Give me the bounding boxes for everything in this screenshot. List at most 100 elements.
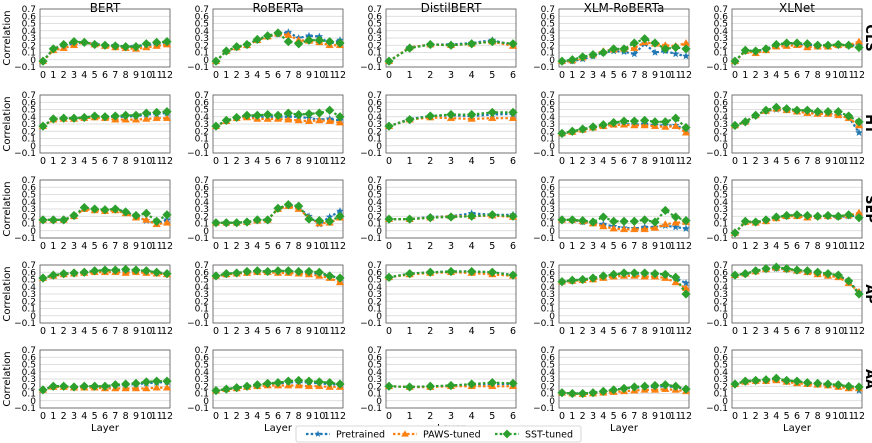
data-point-sst-tuned [588, 217, 598, 227]
data-point-sst-tuned [466, 379, 477, 389]
data-point-sst-tuned [823, 269, 833, 279]
x-tick-label: 3 [590, 411, 596, 422]
panel-frame [39, 349, 171, 409]
data-point-sst-tuned [38, 215, 48, 225]
y-tick-label: 0.5 [714, 106, 728, 116]
y-tick-label: 0.4 [541, 368, 556, 378]
x-tick-label: 11 [670, 156, 682, 167]
x-tick-label: 12 [853, 326, 865, 337]
data-point-sst-tuned [639, 268, 650, 278]
data-point-paws-tuned [630, 225, 639, 233]
panel-bert-ht: −0.100.10.20.30.40.50.60.70 1 2 3 4 5 6 7 8 9 1011… [2, 91, 173, 167]
x-tick-label: 3 [448, 326, 454, 337]
x-tick-label: 2 [753, 70, 759, 81]
x-tick-label: 0 [40, 156, 46, 167]
x-tick-label: 10 [832, 70, 844, 81]
y-tick-label: 0.6 [714, 98, 729, 108]
data-point-sst-tuned [242, 381, 252, 391]
data-point-sst-tuned [162, 210, 172, 220]
data-point-sst-tuned [425, 213, 436, 223]
data-point-sst-tuned [557, 388, 567, 398]
x-tick-label: 12 [853, 70, 865, 81]
y-tick-label: 0.2 [541, 297, 555, 307]
data-point-sst-tuned [681, 289, 691, 299]
y-tick-label: 0.7 [195, 176, 209, 186]
x-tick-label: 8 [815, 326, 821, 337]
data-point-sst-tuned [639, 215, 650, 225]
x-tick-label: 11 [843, 241, 855, 252]
y-tick-label: 0 [549, 397, 555, 407]
data-point-sst-tuned [730, 379, 740, 389]
data-point-paws-tuned [142, 384, 151, 392]
data-point-sst-tuned [608, 44, 619, 54]
data-point-sst-tuned [508, 270, 518, 280]
data-point-sst-tuned [854, 213, 864, 223]
x-tick-label: 5 [265, 241, 271, 252]
y-tick-label: 0 [203, 227, 209, 237]
x-tick-label: 3 [71, 326, 77, 337]
x-tick-label: 3 [590, 156, 596, 167]
x-tick-label: 7 [631, 70, 637, 81]
data-point-sst-tuned [577, 215, 588, 226]
x-tick-label: 4 [773, 70, 779, 81]
x-tick-label: 2 [753, 326, 759, 337]
x-tick-label: 2 [234, 156, 240, 167]
x-tick-label: 6 [102, 411, 108, 422]
x-tick-label: 2 [753, 156, 759, 167]
x-tick-label: 5 [784, 326, 790, 337]
x-tick-label: 10 [140, 156, 152, 167]
data-point-sst-tuned [89, 204, 100, 214]
x-tick-label: 10 [313, 156, 325, 167]
data-point-sst-tuned [283, 266, 294, 276]
x-tick-label: 9 [133, 156, 139, 167]
data-point-sst-tuned [335, 211, 345, 221]
x-tick-label: 5 [489, 326, 495, 337]
y-tick-label: 0.1 [22, 49, 36, 59]
panel-frame [212, 349, 344, 409]
data-point-sst-tuned [598, 47, 609, 58]
y-tick-label: 0.2 [22, 41, 36, 51]
x-tick-label: 7 [631, 156, 637, 167]
x-tick-label: 6 [510, 156, 516, 167]
x-tick-label: 9 [825, 156, 831, 167]
y-tick-label: 0 [203, 397, 209, 407]
data-point-sst-tuned [262, 31, 273, 41]
data-point-sst-tuned [833, 211, 844, 221]
y-tick-label: 0.1 [714, 390, 728, 400]
x-tick-label: 9 [825, 411, 831, 422]
x-tick-label: 11 [843, 70, 855, 81]
y-tick-label: 0.2 [368, 41, 382, 51]
panel-xlnet-sep: −0.100.10.20.30.40.50.60.70 1 2 3 4 5 6 7 8 9 1011… [706, 176, 865, 252]
data-point-sst-tuned [131, 265, 141, 275]
data-point-sst-tuned [110, 204, 121, 214]
data-point-sst-tuned [48, 215, 59, 225]
data-point-sst-tuned [69, 382, 79, 392]
y-tick-label: 0.4 [541, 198, 556, 208]
x-tick-label: 3 [763, 411, 769, 422]
x-tick-label: 1 [742, 70, 748, 81]
panel-bert-ap: −0.100.10.20.30.40.50.60.70 1 2 3 4 5 6 7 8 9 1011… [2, 261, 173, 337]
y-tick-label: 0.4 [195, 368, 210, 378]
panel-frame [39, 179, 171, 239]
x-tick-label: 5 [92, 326, 98, 337]
x-tick-label: 2 [427, 411, 433, 422]
x-tick-label: 12 [334, 241, 346, 252]
x-tick-label: 6 [621, 70, 627, 81]
panel-xlm-roberta-sep: −0.100.10.20.30.40.50.60.70 1 2 3 4 5 6 7 8 9 1011… [533, 176, 692, 252]
x-tick-label: 7 [631, 326, 637, 337]
panel-distilbert-sep: −0.100.10.20.30.40.50.60.70 1 2 3 4 5 6 [360, 176, 518, 252]
x-tick-label: 4 [81, 241, 87, 252]
y-tick-label: 0.1 [195, 135, 209, 145]
y-tick-label: 0.7 [22, 261, 36, 271]
y-tick-label: 0.5 [22, 191, 36, 201]
data-point-sst-tuned [221, 218, 232, 228]
x-tick-label: 2 [61, 326, 67, 337]
data-point-pretrained [855, 128, 863, 137]
data-point-sst-tuned [792, 265, 802, 275]
data-point-sst-tuned [681, 122, 691, 133]
y-tick-label: 0.7 [541, 176, 555, 186]
x-tick-label: 4 [469, 156, 475, 167]
y-tick-label: 0.3 [541, 34, 555, 44]
y-tick-label: 0.3 [541, 375, 555, 385]
y-tick-label: 0.7 [714, 176, 728, 186]
